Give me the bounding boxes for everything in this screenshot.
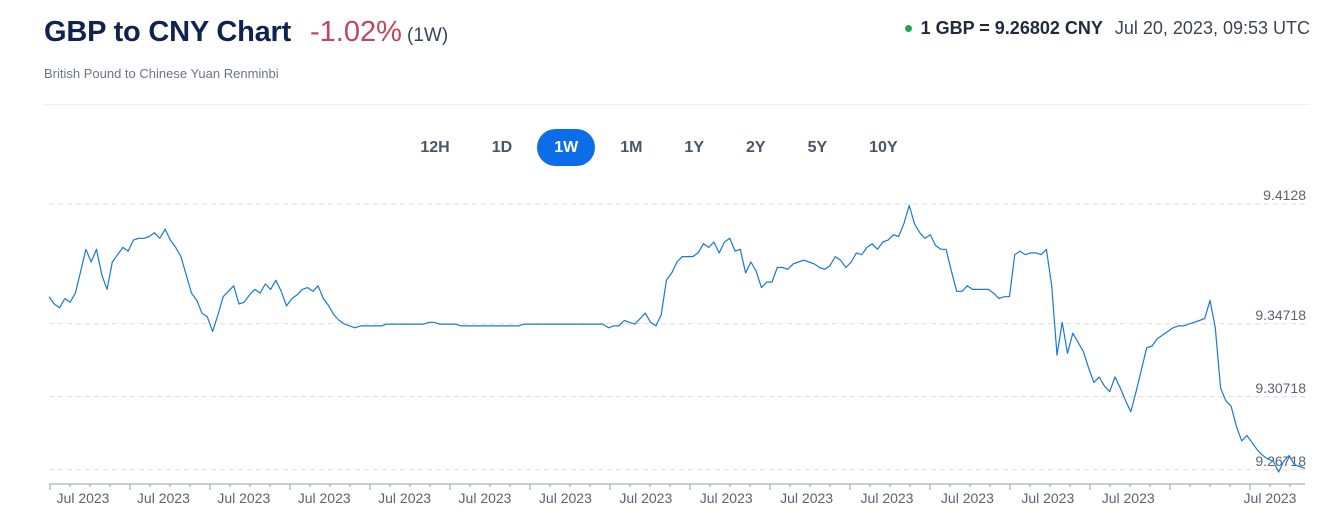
tab-12h[interactable]: 12H [420,139,450,156]
x-tick-label: Jul 2023 [1021,490,1074,506]
change-percent: -1.02% [310,16,402,48]
x-tick-label: Jul 2023 [137,490,190,506]
live-quote: 1 GBP = 9.26802 CNY Jul 20, 2023, 09:53 … [904,18,1310,39]
y-tick-label: 9.34718 [1255,307,1306,323]
page-title: GBP to CNY Chart [44,16,292,48]
x-tick-label: Jul 2023 [57,490,110,506]
time-range-tabs: 12H 1D 1W 1M 1Y 2Y 5Y 10Y [0,129,1338,166]
change-period: (1W) [407,25,449,46]
x-tick-label: Jul 2023 [217,490,270,506]
y-tick-label: 9.30718 [1255,380,1306,396]
x-tick-label: Jul 2023 [1244,490,1297,506]
tab-1w[interactable]: 1W [537,129,596,166]
tab-1y[interactable]: 1Y [684,139,704,156]
x-tick-label: Jul 2023 [459,490,512,506]
header-divider [44,104,1310,105]
x-tick-label: Jul 2023 [780,490,833,506]
tab-5y[interactable]: 5Y [807,139,828,156]
x-tick-label: Jul 2023 [861,490,914,506]
y-tick-label: 9.4128 [1263,190,1306,203]
quote-timestamp: Jul 20, 2023, 09:53 UTC [1114,18,1310,38]
x-tick-label: Jul 2023 [619,490,672,506]
exchange-rate: 1 GBP = 9.26802 CNY [920,18,1103,38]
tab-1d[interactable]: 1D [491,139,513,156]
exchange-rate-chart: 9.4128 9.34718 9.30718 9.26718 Jul 2023 Jul 2… [48,190,1306,506]
tab-1m[interactable]: 1M [620,139,643,156]
x-tick-label: Jul 2023 [378,490,431,506]
tab-10y[interactable]: 10Y [869,139,898,156]
live-status-dot-icon [904,25,912,32]
x-tick-label: Jul 2023 [700,490,753,506]
series-line [48,204,1306,473]
chart-header: GBP to CNY Chart -1.02% (1W) British Pou… [44,12,1310,92]
x-tick-label: Jul 2023 [941,490,994,506]
y-tick-label: 9.26718 [1255,453,1306,469]
x-tick-label: Jul 2023 [1102,490,1155,506]
x-tick-label: Jul 2023 [539,490,592,506]
pair-subtitle: British Pound to Chinese Yuan Renminbi [44,66,279,81]
tab-2y[interactable]: 2Y [746,139,766,156]
x-tick-label: Jul 2023 [298,490,351,506]
